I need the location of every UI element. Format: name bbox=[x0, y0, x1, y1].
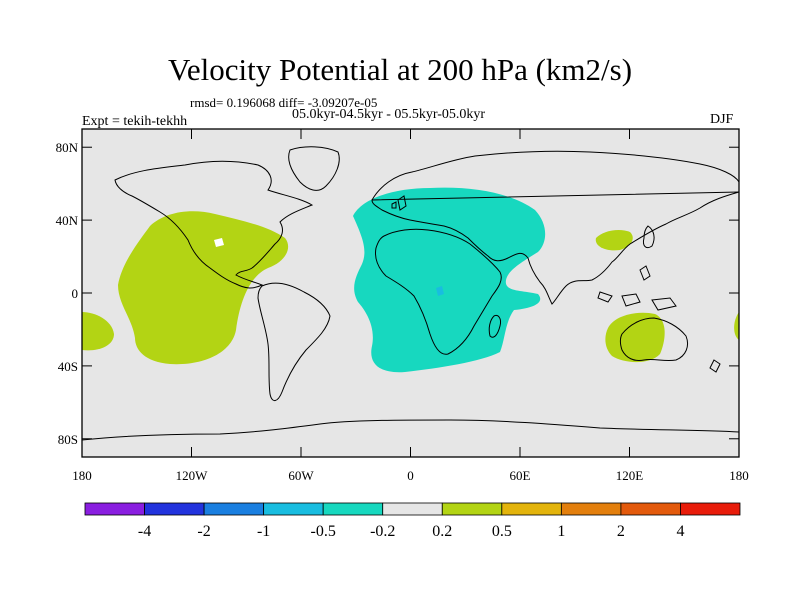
colorbar-swatch bbox=[620, 502, 681, 516]
coast-greenland bbox=[288, 146, 340, 191]
colorbar-swatch bbox=[501, 502, 562, 516]
x-tick-label: 120W bbox=[176, 468, 209, 483]
experiment-label: Expt = tekih-tekhh bbox=[82, 114, 188, 129]
colorbar-label: 0.2 bbox=[432, 523, 452, 540]
coast-british-isles bbox=[391, 195, 407, 211]
coast-new-zealand bbox=[709, 359, 721, 373]
colorbar: -4 -2 -1 -0.5 -0.2 0.2 0.5 1 2 4 bbox=[84, 502, 741, 540]
coast-south-america bbox=[257, 282, 331, 401]
y-axis: 80N 40N 0 40S 80S bbox=[56, 140, 739, 447]
colorbar-label: -1 bbox=[257, 523, 270, 540]
anomaly-dateline-west-positive bbox=[82, 312, 114, 351]
anomaly-north-atlantic-positive bbox=[118, 211, 289, 365]
period-line: 05.0kyr-04.5kyr - 05.5kyr-05.0kyr bbox=[292, 107, 486, 122]
colorbar-swatch bbox=[382, 502, 443, 516]
coastlines bbox=[81, 146, 740, 441]
coast-africa bbox=[375, 228, 502, 355]
colorbar-label: -0.5 bbox=[311, 523, 336, 540]
x-tick-label: 120E bbox=[616, 468, 644, 483]
anomaly-australia-positive bbox=[605, 312, 665, 363]
x-tick-label: 60W bbox=[288, 468, 314, 483]
season-label: DJF bbox=[710, 112, 734, 127]
anomaly-africa-europe-negative bbox=[353, 187, 546, 373]
coast-antarctica bbox=[81, 419, 740, 441]
y-tick-label: 80N bbox=[56, 140, 79, 155]
colorbar-label: -4 bbox=[138, 523, 151, 540]
anomaly-east-asia-positive bbox=[595, 230, 633, 251]
colorbar-label: -2 bbox=[197, 523, 210, 540]
colorbar-label: 1 bbox=[557, 523, 565, 540]
colorbar-swatch bbox=[560, 502, 622, 516]
colorbar-swatch bbox=[84, 502, 145, 516]
y-tick-label: 80S bbox=[58, 432, 78, 447]
colorbar-label: 4 bbox=[676, 523, 684, 540]
x-axis: 180 120W 60W 0 60E 120E 180 bbox=[72, 129, 749, 483]
coast-eurasia bbox=[371, 150, 740, 305]
y-tick-label: 0 bbox=[72, 286, 79, 301]
coast-madagascar bbox=[488, 315, 501, 338]
colorbar-swatch bbox=[263, 502, 324, 516]
x-tick-label: 180 bbox=[72, 468, 92, 483]
coast-north-america bbox=[114, 160, 314, 289]
coast-japan bbox=[643, 225, 655, 249]
x-tick-label: 180 bbox=[729, 468, 749, 483]
colorbar-label: 0.5 bbox=[492, 523, 512, 540]
coast-australia bbox=[620, 317, 689, 362]
y-tick-label: 40S bbox=[58, 359, 78, 374]
colorbar-swatch bbox=[203, 502, 265, 516]
stats-line: rmsd= 0.196068 diff= -3.09207e-05 bbox=[190, 95, 378, 110]
y-tick-label: 40N bbox=[56, 213, 79, 228]
colorbar-label: -0.2 bbox=[370, 523, 395, 540]
figure-title: Velocity Potential at 200 hPa (km2/s) bbox=[167, 52, 633, 87]
anomaly-dateline-east-positive bbox=[734, 312, 739, 340]
colorbar-swatch bbox=[322, 502, 384, 516]
anomaly-gap-north-america bbox=[214, 238, 224, 247]
coast-se-asia-islands bbox=[597, 265, 677, 311]
colorbar-swatch bbox=[680, 502, 741, 516]
anomaly-small-blue-patch bbox=[436, 286, 444, 296]
x-tick-label: 60E bbox=[510, 468, 531, 483]
anomaly-fields bbox=[82, 187, 739, 373]
colorbar-swatch bbox=[441, 502, 503, 516]
colorbar-label: 2 bbox=[617, 523, 625, 540]
colorbar-swatch bbox=[144, 502, 205, 516]
x-tick-label: 0 bbox=[407, 468, 414, 483]
